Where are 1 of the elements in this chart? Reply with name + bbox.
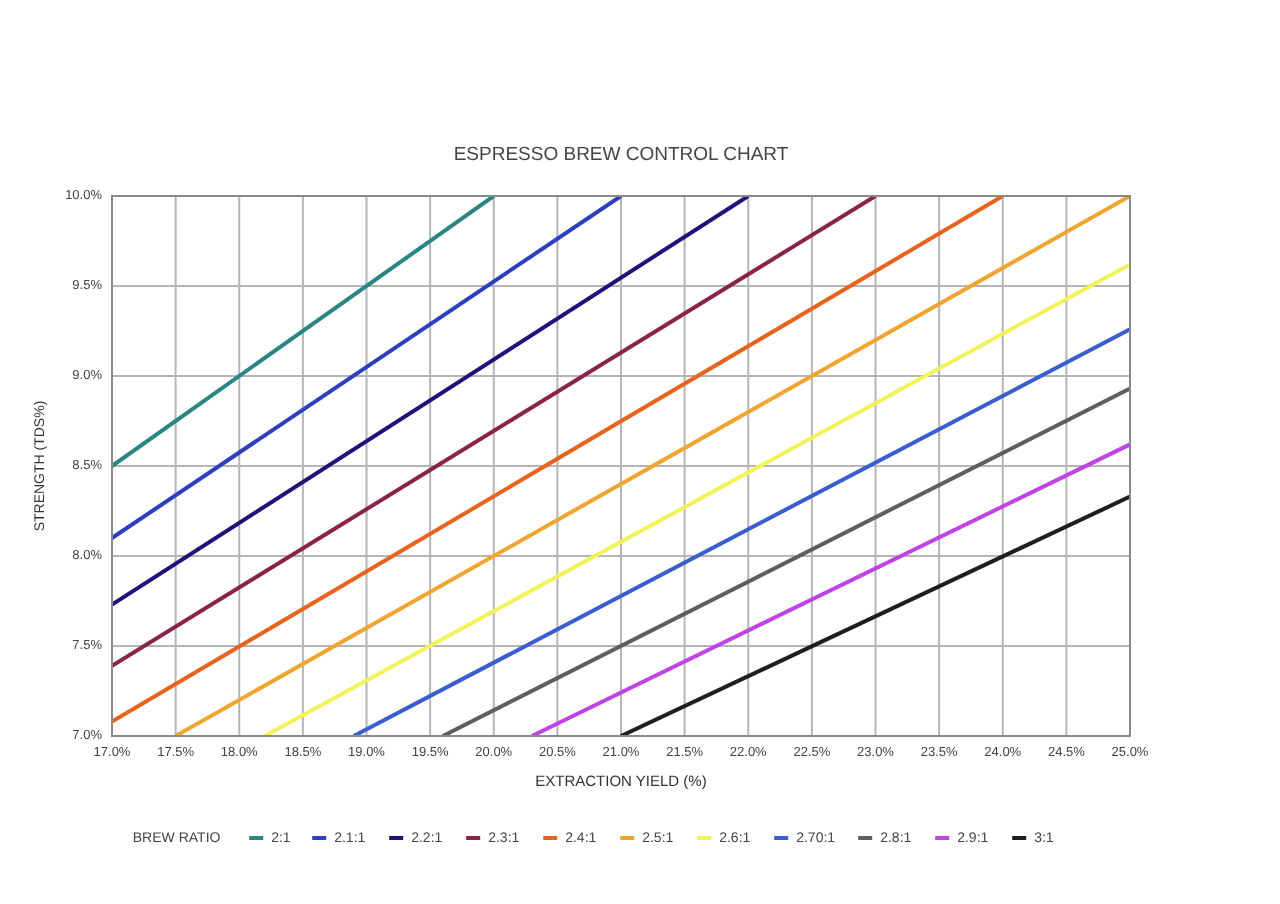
chart-title: ESPRESSO BREW CONTROL CHART (453, 144, 789, 166)
